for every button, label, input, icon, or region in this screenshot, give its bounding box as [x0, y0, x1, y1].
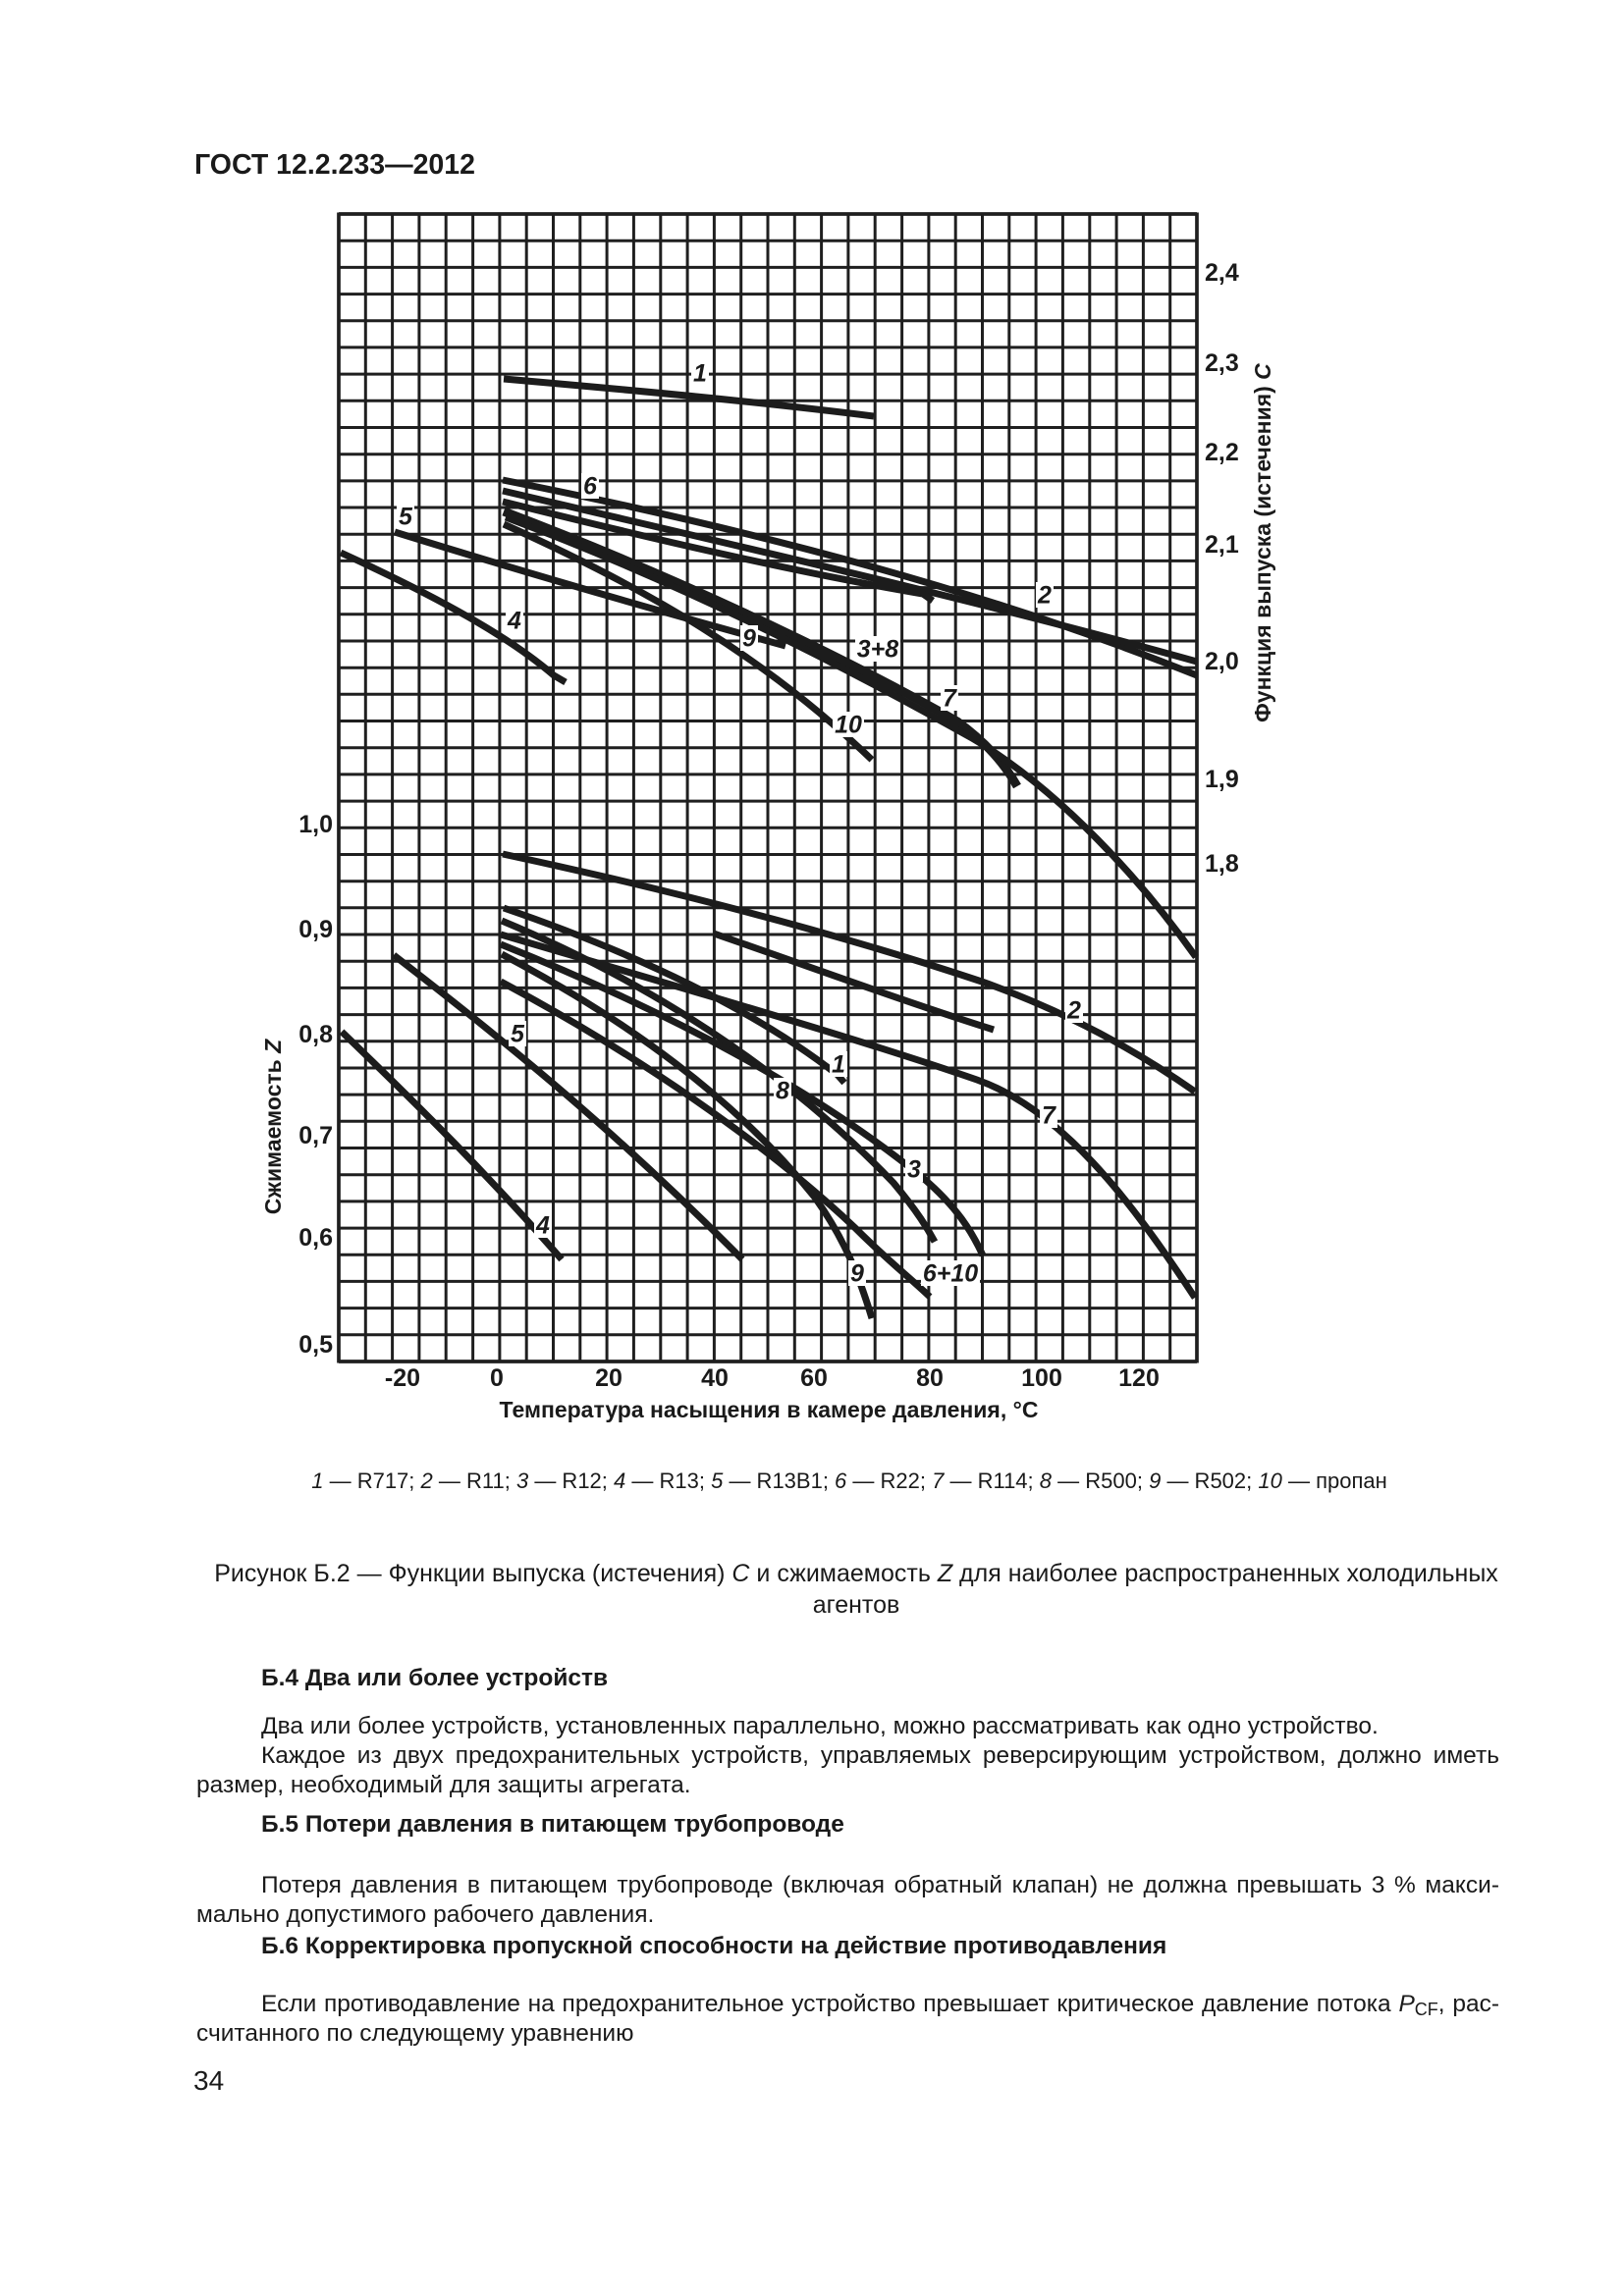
svg-text:4: 4	[507, 608, 521, 635]
svg-text:3+8: 3+8	[857, 636, 899, 664]
svg-text:-20: -20	[385, 1364, 420, 1392]
svg-text:9: 9	[742, 625, 756, 653]
svg-text:4: 4	[535, 1212, 550, 1240]
svg-text:0: 0	[490, 1364, 504, 1392]
svg-text:2: 2	[1066, 997, 1081, 1025]
svg-text:2,3: 2,3	[1205, 349, 1239, 377]
svg-text:7: 7	[943, 685, 957, 713]
svg-text:0,7: 0,7	[298, 1122, 333, 1149]
svg-text:20: 20	[595, 1364, 623, 1392]
svg-text:2,0: 2,0	[1205, 648, 1239, 675]
svg-text:2,1: 2,1	[1205, 531, 1239, 559]
svg-text:1,9: 1,9	[1205, 766, 1239, 793]
svg-text:Температура насыщения в камере: Температура насыщения в камере давления,…	[500, 1397, 1039, 1422]
svg-text:120: 120	[1118, 1364, 1160, 1392]
svg-text:80: 80	[916, 1364, 944, 1392]
svg-text:1: 1	[832, 1051, 845, 1079]
svg-text:2,2: 2,2	[1205, 439, 1239, 466]
svg-text:5: 5	[511, 1021, 525, 1048]
svg-text:1,0: 1,0	[298, 811, 333, 838]
svg-text:100: 100	[1021, 1364, 1062, 1392]
svg-text:8: 8	[776, 1078, 789, 1105]
svg-text:60: 60	[800, 1364, 828, 1392]
svg-text:7: 7	[1042, 1102, 1056, 1130]
svg-text:2: 2	[1037, 582, 1052, 610]
svg-text:Функция выпуска (истечения) С: Функция выпуска (истечения) С	[1250, 363, 1275, 722]
svg-text:40: 40	[701, 1364, 729, 1392]
svg-text:9: 9	[850, 1260, 864, 1288]
svg-text:0,6: 0,6	[298, 1224, 333, 1252]
svg-text:2,4: 2,4	[1205, 259, 1239, 287]
svg-text:Сжимаемость Z: Сжимаемость Z	[260, 1039, 286, 1214]
svg-text:6+10: 6+10	[923, 1260, 978, 1288]
svg-text:5: 5	[399, 504, 413, 531]
svg-text:0,8: 0,8	[298, 1021, 333, 1048]
svg-text:3: 3	[907, 1156, 921, 1184]
svg-text:10: 10	[835, 712, 862, 739]
svg-text:6: 6	[583, 473, 598, 501]
svg-text:0,5: 0,5	[298, 1331, 333, 1359]
svg-text:1,8: 1,8	[1205, 850, 1239, 878]
svg-text:0,9: 0,9	[298, 916, 333, 943]
svg-text:1: 1	[693, 360, 707, 388]
